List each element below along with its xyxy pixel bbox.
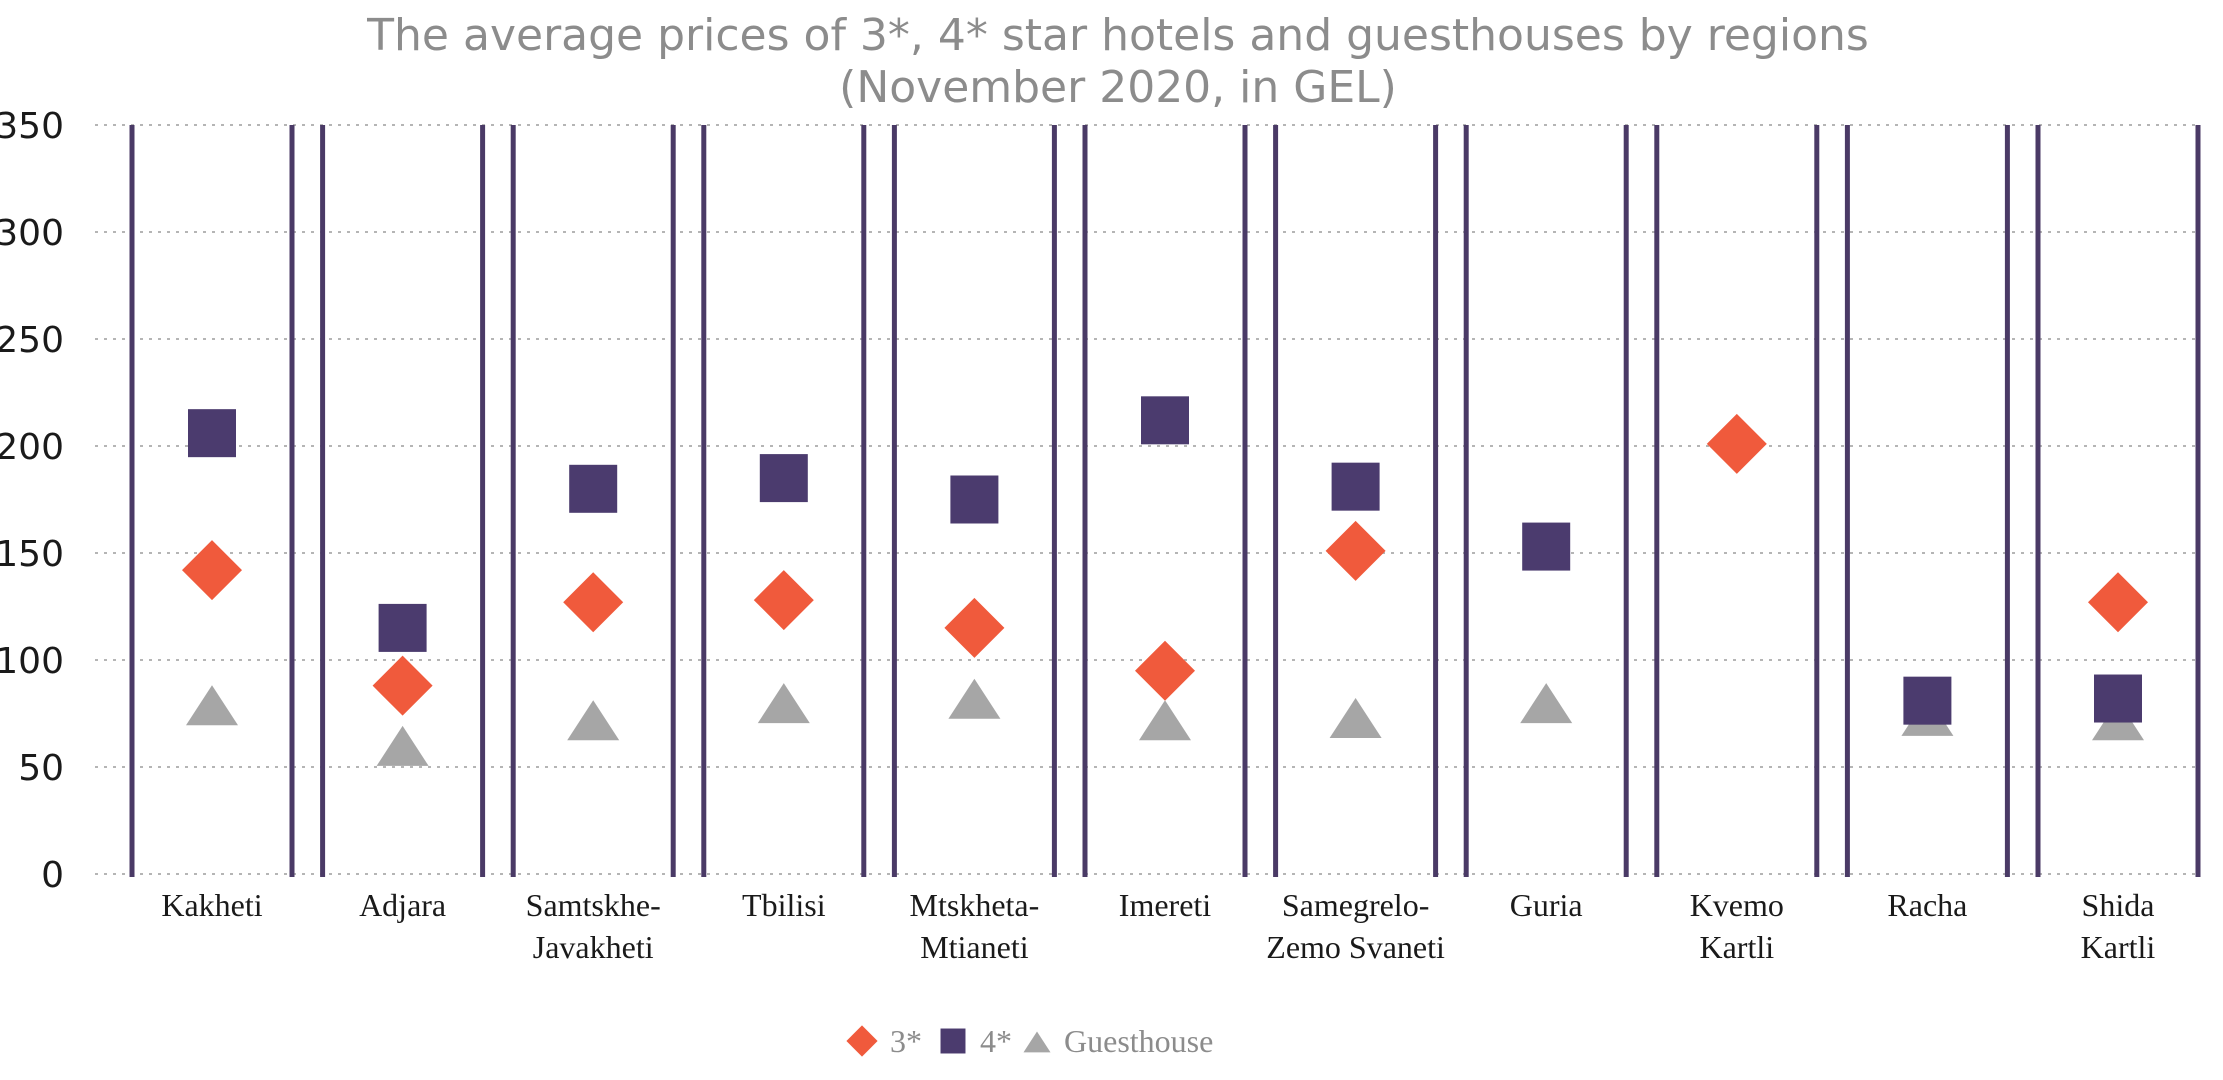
legend: 3* 4* Guesthouse xyxy=(846,1023,1213,1059)
legend-marker-3-star xyxy=(846,1025,878,1057)
y-tick-label: 0 xyxy=(41,855,64,896)
x-category-label: Racha xyxy=(1887,887,1967,923)
legend-marker-4-star xyxy=(940,1028,966,1054)
data-markers xyxy=(182,396,2148,766)
legend-marker-guesthouse xyxy=(1023,1031,1051,1053)
chart-title-line: (November 2020, in GEL) xyxy=(839,62,1397,113)
chart-title: The average prices of 3*, 4* star hotels… xyxy=(366,10,1869,113)
category-dividers xyxy=(129,125,2201,877)
point-3-star xyxy=(1706,413,1767,474)
point-3-star xyxy=(753,570,814,631)
point-4-star xyxy=(1903,676,1952,725)
x-category-label: Mtianeti xyxy=(920,929,1029,965)
x-category-label: Zemo Svaneti xyxy=(1266,929,1445,965)
point-4-star xyxy=(2094,674,2142,723)
y-tick-label: 100 xyxy=(0,641,64,682)
x-category-label: Kartli xyxy=(2081,929,2156,965)
point-4-star xyxy=(569,464,618,513)
x-category-label: Imereti xyxy=(1119,887,1212,923)
point-guesthouse xyxy=(1329,698,1382,739)
x-category-label: Guria xyxy=(1510,887,1583,923)
point-4-star xyxy=(1141,396,1189,445)
point-4-star xyxy=(188,409,236,458)
point-guesthouse xyxy=(1520,683,1573,724)
y-tick-label: 150 xyxy=(0,534,64,575)
legend-label: Guesthouse xyxy=(1064,1023,1213,1059)
point-4-star xyxy=(1522,522,1571,571)
x-category-label: Tbilisi xyxy=(742,887,826,923)
y-tick-label: 50 xyxy=(18,748,64,789)
x-category-label: Kartli xyxy=(1699,929,1774,965)
point-guesthouse xyxy=(376,725,429,766)
y-tick-label: 250 xyxy=(0,320,64,361)
x-axis-categories: Kakheti Adjara Samtskhe- Javakheti Tbilisi Mt… xyxy=(161,887,2155,965)
x-category-label: Samtskhe- xyxy=(526,887,661,923)
point-4-star xyxy=(1331,462,1380,511)
x-category-label: Adjara xyxy=(359,887,446,923)
y-tick-label: 350 xyxy=(0,106,64,147)
point-4-star xyxy=(950,475,999,524)
point-3-star xyxy=(563,572,624,633)
y-axis-ticks: 0 50 100 150 200 250 300 350 xyxy=(0,106,64,896)
y-tick-label: 300 xyxy=(0,213,64,254)
point-3-star xyxy=(182,540,242,601)
point-guesthouse xyxy=(186,685,238,726)
point-guesthouse xyxy=(567,700,620,741)
legend-label: 3* xyxy=(890,1023,922,1059)
x-category-label: Shida xyxy=(2082,887,2155,923)
x-category-label: Mtskheta- xyxy=(910,887,1040,923)
x-category-label: Samegrelo- xyxy=(1282,887,1430,923)
x-category-label: Kakheti xyxy=(161,887,262,923)
point-guesthouse xyxy=(1139,700,1191,741)
point-3-star xyxy=(372,655,433,716)
point-4-star xyxy=(759,454,808,503)
point-4-star xyxy=(378,603,427,652)
point-guesthouse xyxy=(757,683,810,724)
point-3-star xyxy=(1325,520,1386,581)
x-category-label: Kvemo xyxy=(1690,887,1784,923)
x-category-label: Javakheti xyxy=(533,929,654,965)
legend-label: 4* xyxy=(980,1023,1012,1059)
point-3-star xyxy=(1135,640,1195,701)
point-3-star xyxy=(2088,572,2148,633)
point-3-star xyxy=(944,597,1005,658)
y-tick-label: 200 xyxy=(0,427,64,468)
point-guesthouse xyxy=(948,678,1001,719)
chart-title-line: The average prices of 3*, 4* star hotels… xyxy=(366,10,1869,61)
